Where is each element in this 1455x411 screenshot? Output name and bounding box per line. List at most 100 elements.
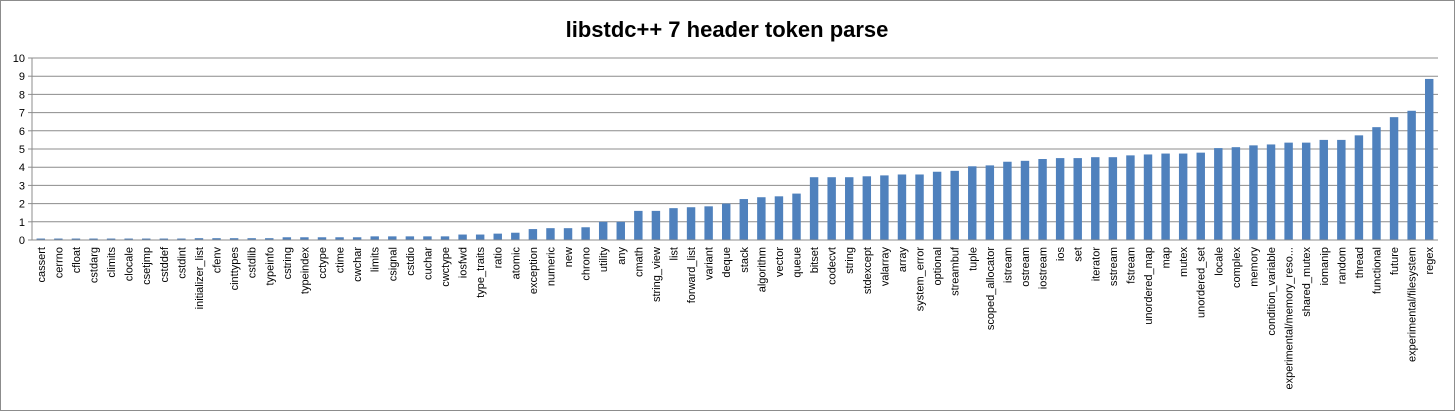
- x-tick-label: system_error: [915, 247, 927, 312]
- y-tick-label: 10: [13, 53, 25, 65]
- bar: [1407, 110, 1416, 240]
- x-tick-label: cctype: [317, 247, 329, 279]
- x-tick-label: valarray: [879, 247, 891, 287]
- bar: [423, 236, 432, 240]
- bar: [1372, 127, 1381, 240]
- x-tick-label: exception: [528, 247, 540, 294]
- x-tick-label: deque: [721, 247, 733, 278]
- x-tick-label: cfenv: [212, 247, 224, 274]
- bar: [634, 210, 643, 240]
- x-tick-label: mutex: [1178, 247, 1190, 277]
- bar: [1389, 117, 1399, 240]
- bar: [827, 177, 836, 240]
- x-tick-label: bitset: [809, 247, 821, 273]
- bar: [897, 174, 907, 240]
- bar: [177, 238, 186, 240]
- gridlines: [32, 57, 1438, 241]
- bar: [229, 238, 239, 240]
- x-tick-label: cwchar: [352, 247, 364, 282]
- bar: [282, 237, 292, 240]
- y-tick-label: 4: [19, 162, 25, 174]
- x-tick-label: iostream: [1038, 247, 1050, 289]
- bar: [1319, 139, 1328, 240]
- x-tick-label: fstream: [1125, 247, 1137, 284]
- x-tick-label: thread: [1354, 247, 1366, 278]
- bars: [36, 78, 1434, 241]
- bar: [1196, 152, 1205, 240]
- x-tick-label: limits: [370, 247, 382, 273]
- y-tick-label: 9: [19, 71, 25, 83]
- bar: [511, 232, 520, 240]
- bar: [1249, 145, 1258, 240]
- bar: [721, 203, 731, 240]
- bar: [142, 238, 151, 240]
- bar: [1161, 153, 1170, 240]
- x-tick-label: iosfwd: [458, 247, 470, 278]
- x-tick-label: csetjmp: [141, 247, 153, 285]
- bar: [1231, 147, 1241, 240]
- x-tick-label: cstring: [282, 247, 294, 279]
- chart-title: libstdc++ 7 header token parse: [566, 17, 889, 42]
- bar: [1337, 139, 1346, 240]
- y-tick-label: 5: [19, 144, 25, 156]
- x-tick-label: tuple: [967, 247, 979, 271]
- x-tick-label: type_traits: [475, 247, 487, 298]
- y-tick-label: 8: [19, 89, 25, 101]
- x-tick-label: scoped_allocator: [985, 247, 997, 331]
- x-tick-label: clocale: [124, 247, 136, 281]
- x-tick-label: variant: [704, 247, 716, 280]
- x-tick-label: forward_list: [686, 247, 698, 303]
- x-tick-label: string: [844, 247, 856, 274]
- x-tick-label: queue: [792, 247, 804, 278]
- x-tick-label: cinttypes: [229, 247, 241, 291]
- bar: [1178, 153, 1188, 240]
- x-tick-label: experimental/filesystem: [1407, 247, 1419, 362]
- bar: [440, 236, 450, 240]
- x-tick-label: codecvt: [827, 247, 839, 285]
- x-tick-label: utility: [598, 247, 610, 273]
- bar: [616, 221, 625, 240]
- x-tick-label: functional: [1371, 247, 1383, 294]
- x-tick-label: vector: [774, 247, 786, 277]
- x-tick-label: unordered_set: [1196, 247, 1208, 318]
- bar: [1055, 158, 1065, 240]
- bar: [247, 238, 256, 240]
- bar: [370, 236, 379, 240]
- x-tick-label: cfloat: [71, 247, 83, 273]
- x-tick-label: complex: [1231, 247, 1243, 288]
- x-tick-label: experimental/memory_reso...: [1284, 247, 1296, 389]
- x-tick-label: initializer_list: [194, 247, 206, 309]
- x-tick-label: csignal: [387, 247, 399, 281]
- x-tick-label: memory: [1248, 247, 1260, 287]
- bar: [686, 207, 696, 240]
- bar: [1354, 135, 1364, 240]
- x-tick-label: streambuf: [950, 246, 962, 296]
- bar: [862, 176, 872, 240]
- x-tick-label: map: [1161, 247, 1173, 268]
- x-tick-label: cstddef: [159, 246, 171, 282]
- bar: [581, 227, 590, 240]
- bar: [739, 199, 749, 240]
- bar: [1266, 144, 1276, 240]
- y-tick-label: 3: [19, 180, 25, 192]
- x-tick-label: condition_variable: [1266, 247, 1278, 336]
- x-tick-label: any: [616, 247, 628, 265]
- bar: [1424, 78, 1434, 241]
- x-tick-label: random: [1336, 247, 1348, 284]
- bar: [388, 236, 397, 240]
- bar: [194, 238, 204, 240]
- x-tick-label: cstdarg: [89, 247, 101, 283]
- bar: [932, 171, 942, 240]
- bar: [352, 237, 362, 240]
- x-tick-label: ios: [1055, 247, 1067, 262]
- x-tick-label: regex: [1424, 247, 1436, 275]
- bar: [89, 238, 98, 240]
- bar: [71, 238, 81, 240]
- bar: [968, 166, 977, 240]
- bar: [1038, 159, 1047, 240]
- x-tick-label: new: [563, 247, 575, 267]
- bar: [1003, 161, 1012, 240]
- x-tick-label: iomanip: [1319, 247, 1331, 286]
- bar: [335, 237, 344, 240]
